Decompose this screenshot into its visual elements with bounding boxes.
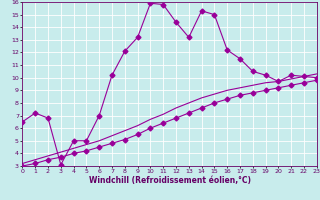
X-axis label: Windchill (Refroidissement éolien,°C): Windchill (Refroidissement éolien,°C) (89, 176, 251, 185)
